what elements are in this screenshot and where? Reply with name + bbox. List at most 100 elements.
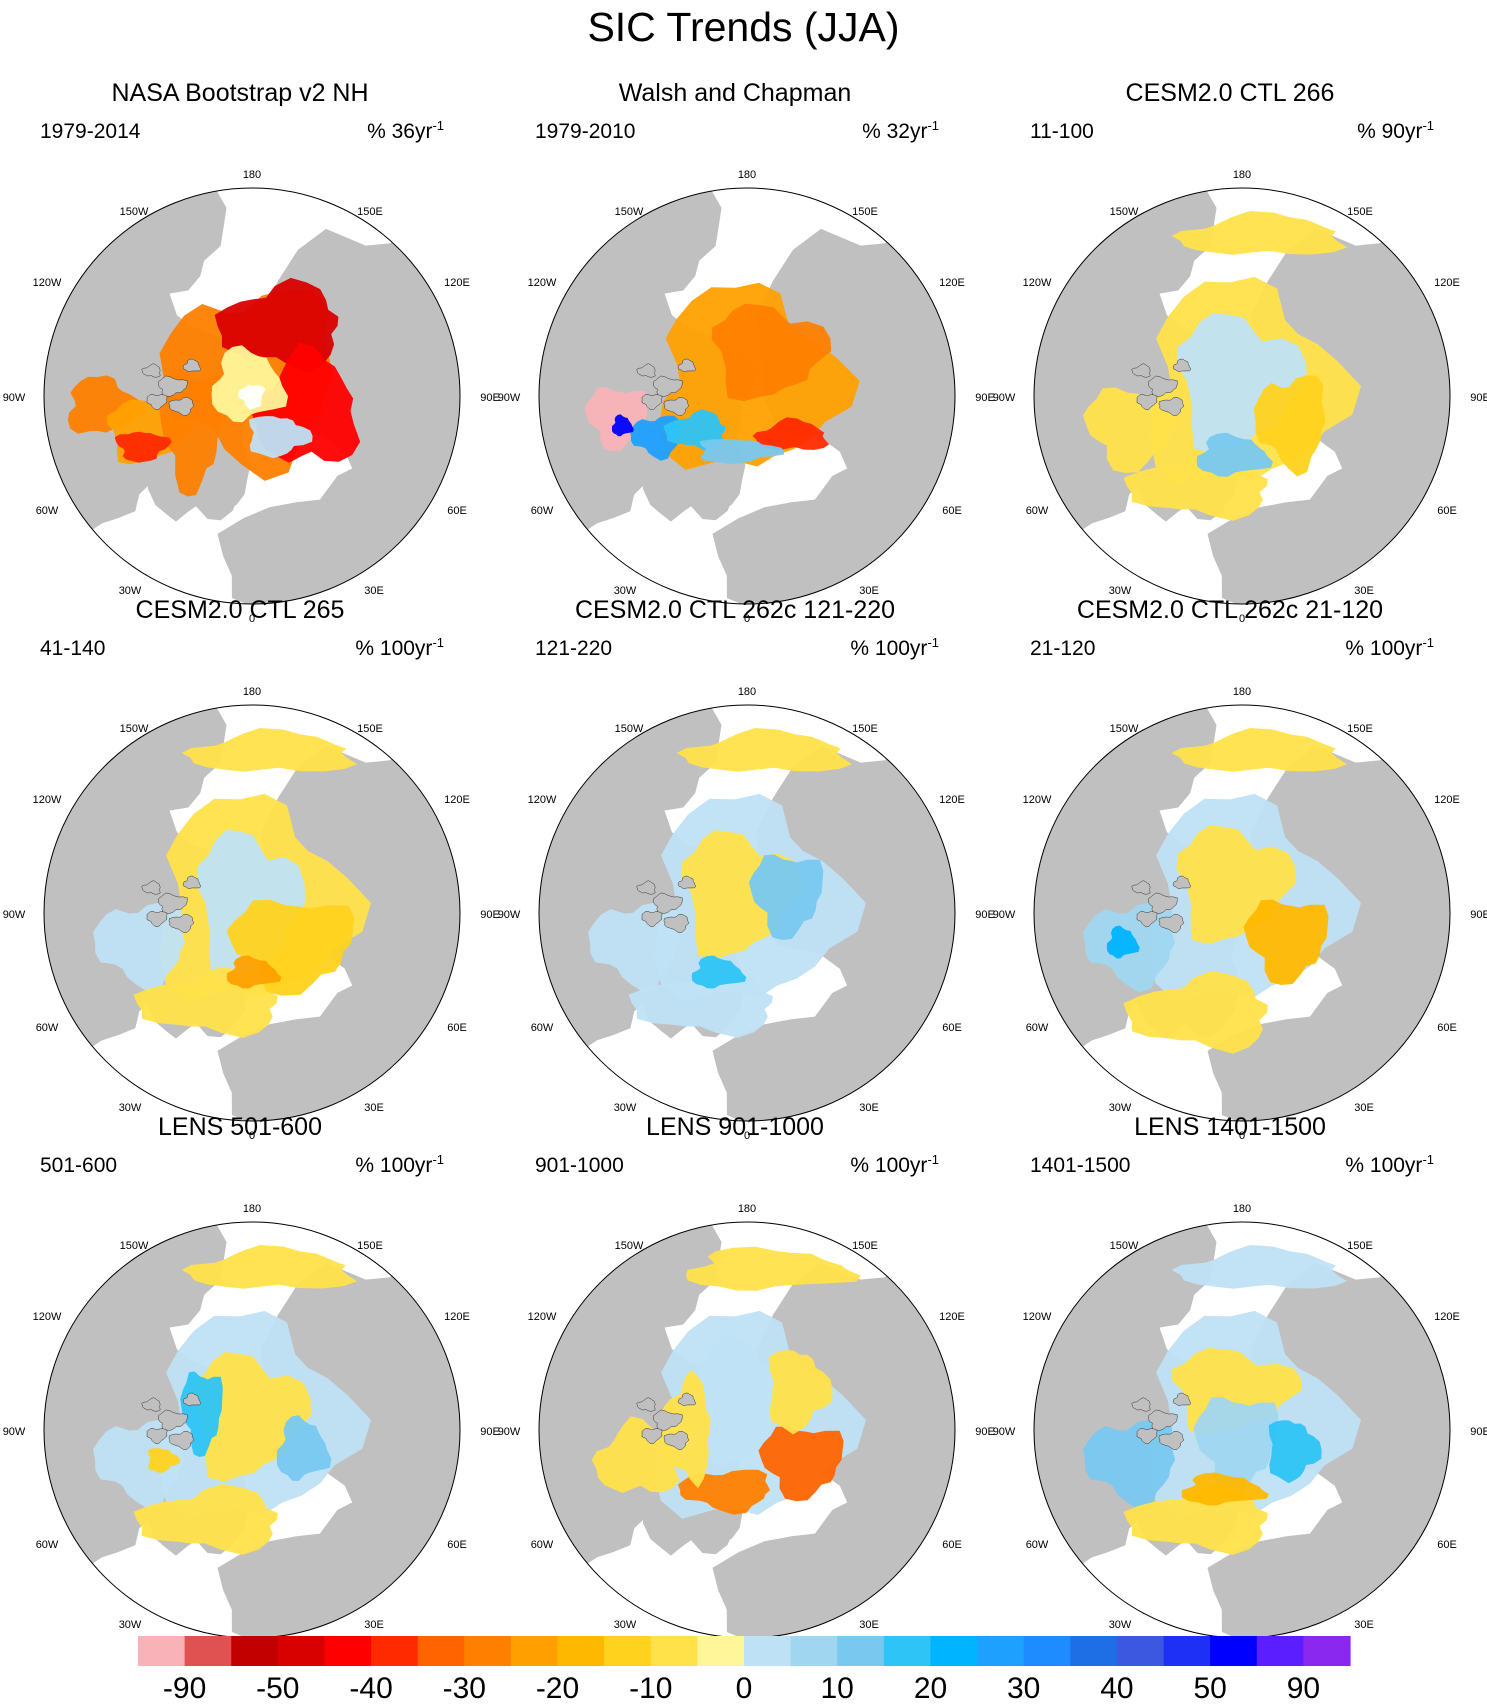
polar-map: 180 150W 150E 120W 120E 90W 90E 60W 60E 30W 30E 0 (3, 1203, 500, 1659)
colorbar-swatch (697, 1636, 745, 1666)
trend-region (1123, 1483, 1268, 1555)
longitude-label: 60E (1437, 505, 1457, 517)
longitude-label: 120W (1023, 277, 1052, 289)
island (677, 358, 697, 373)
longitude-label: 0 (744, 613, 750, 625)
island (677, 875, 697, 890)
trend-region (1243, 899, 1329, 985)
map-panel: CESM2.0 CTL 262c 121-220 121-220 % 100yr… (495, 595, 995, 1142)
longitude-label: 150W (1110, 723, 1139, 735)
longitude-label: 180 (738, 686, 756, 698)
longitude-label: 90W (3, 909, 26, 921)
colorbar-swatch (1070, 1636, 1118, 1666)
longitude-label: 90E (1470, 392, 1487, 404)
longitude-label: 120E (939, 794, 965, 806)
longitude-label: 60E (447, 1022, 467, 1034)
island (1148, 1409, 1178, 1431)
longitude-label: 90W (993, 392, 1016, 404)
longitude-label: 150W (615, 206, 644, 218)
trend-region (769, 1350, 833, 1435)
island (641, 1428, 663, 1444)
longitude-label: 120W (528, 794, 557, 806)
panel-unit: % 100yr-1 (1345, 1152, 1434, 1177)
longitude-label: 120E (1434, 277, 1460, 289)
longitude-label: 90E (1470, 909, 1487, 921)
colorbar-swatch (1256, 1636, 1304, 1666)
panel-period: 1979-2014 (40, 120, 141, 143)
island (1131, 363, 1151, 378)
longitude-label: 0 (1239, 1130, 1245, 1142)
polar-map: 180 150W 150E 120W 120E 90W 90E 60W 60E 30W 30E 0 (3, 169, 500, 625)
trend-region (628, 966, 773, 1038)
island (641, 394, 663, 410)
trend-region (758, 1426, 844, 1502)
longitude-label: 90E (480, 909, 500, 921)
island (1131, 880, 1151, 895)
island (141, 363, 161, 378)
map-border (1033, 704, 1451, 1122)
longitude-label: 30W (119, 1102, 142, 1114)
longitude-label: 60E (942, 1022, 962, 1034)
longitude-label: 30E (859, 1619, 879, 1631)
panel-period: 21-120 (1030, 637, 1096, 660)
trend-region (1171, 728, 1348, 772)
longitude-label: 60W (531, 1539, 554, 1551)
trend-region (114, 431, 172, 463)
longitude-label: 180 (243, 686, 261, 698)
map-panel: LENS 501-600 501-600 % 100yr-1 180 150W 15… (0, 1112, 500, 1659)
island (168, 1430, 195, 1451)
longitude-label: 60W (531, 1022, 554, 1034)
colorbar-swatch (604, 1636, 652, 1666)
longitude-label: 90E (975, 909, 995, 921)
island (141, 880, 161, 895)
longitude-label: 0 (744, 1647, 750, 1659)
polar-map: 180 150W 150E 120W 120E 90W 90E 60W 60E 30W 30E 0 (498, 686, 995, 1142)
colorbar-label: 50 (1194, 1672, 1227, 1705)
panel-period: 11-100 (1030, 120, 1094, 143)
longitude-label: 150W (120, 206, 149, 218)
panel-period: 1401-1500 (1030, 1154, 1131, 1177)
panel-unit: % 90yr-1 (1357, 118, 1434, 143)
longitude-label: 60W (531, 505, 554, 517)
island (1172, 875, 1192, 890)
trend-region (1196, 432, 1274, 477)
island (641, 911, 663, 927)
trend-region (1171, 211, 1348, 255)
trend-region (93, 902, 186, 993)
trend-region (1253, 375, 1326, 477)
panel-title: NASA Bootstrap v2 NH (111, 79, 369, 107)
trend-region (1181, 1472, 1269, 1506)
longitude-label: 180 (1233, 686, 1251, 698)
island (158, 892, 188, 914)
longitude-label: 0 (1239, 1647, 1245, 1659)
trend-region (1171, 1245, 1348, 1289)
trend-region (686, 1246, 861, 1291)
longitude-label: 30W (119, 585, 142, 597)
longitude-label: 0 (249, 613, 255, 625)
colorbar-swatch (557, 1636, 605, 1666)
longitude-label: 30E (859, 585, 879, 597)
longitude-label: 60W (1026, 1539, 1049, 1551)
colorbar-label: 10 (821, 1672, 854, 1705)
trend-region (1193, 1396, 1279, 1493)
longitude-label: 30E (1354, 1619, 1374, 1631)
colorbar-label: -10 (629, 1672, 672, 1705)
longitude-label: 90W (993, 1426, 1016, 1438)
colorbar-swatch (1163, 1636, 1211, 1666)
panel-title: CESM2.0 CTL 265 (135, 596, 345, 624)
trend-region (133, 1483, 278, 1555)
colorbar-swatch (324, 1636, 372, 1666)
longitude-label: 180 (738, 1203, 756, 1215)
island (677, 1392, 697, 1407)
panel-unit: % 100yr-1 (850, 635, 939, 660)
island (158, 1409, 188, 1431)
island (1172, 358, 1192, 373)
colorbar-swatch (277, 1636, 326, 1666)
map-panel: CESM2.0 CTL 265 41-140 % 100yr-1 180 150W… (0, 595, 500, 1142)
longitude-label: 150E (1347, 206, 1373, 218)
island (146, 1428, 168, 1444)
map-panel: LENS 1401-1500 1401-1500 % 100yr-1 180 15… (990, 1112, 1487, 1659)
panel-period: 901-1000 (535, 1154, 624, 1177)
trend-region (699, 439, 785, 465)
